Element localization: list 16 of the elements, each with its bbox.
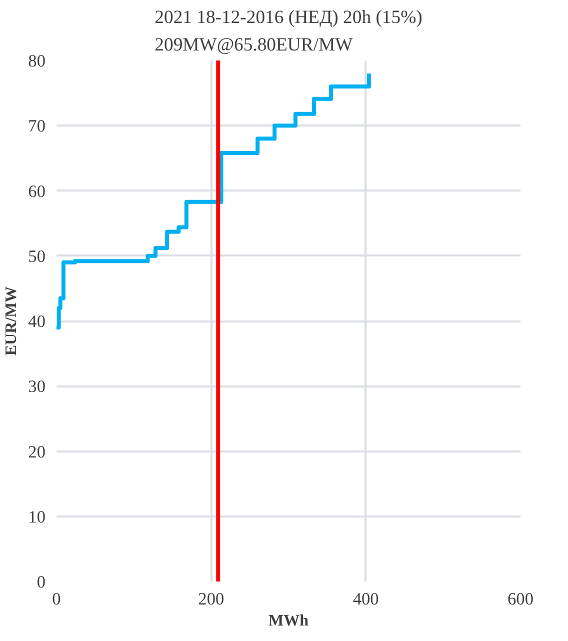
x-axis-title: MWh <box>268 612 309 630</box>
y-axis-title: EUR/MW <box>3 286 20 356</box>
y-tick-label: 50 <box>28 246 46 266</box>
y-tick-label: 70 <box>28 116 46 136</box>
y-tick-label: 80 <box>28 52 46 70</box>
x-tick-label: 0 <box>52 590 61 608</box>
x-tick-label: 600 <box>508 590 534 608</box>
y-tick-label: 40 <box>28 312 46 331</box>
x-tick-label: 200 <box>198 590 224 608</box>
x-tick-label: 400 <box>352 590 379 608</box>
y-tick-label: 10 <box>28 507 46 526</box>
y-tick-label: 0 <box>36 572 46 592</box>
y-tick-label: 60 <box>28 182 46 201</box>
y-tick-label: 20 <box>28 442 46 462</box>
chart-title: 2021 18-12-2016 (НЕД) 20h (15%) 209MW@65.80EUR/MW <box>154 7 422 56</box>
y-tick-label: 30 <box>28 377 46 396</box>
